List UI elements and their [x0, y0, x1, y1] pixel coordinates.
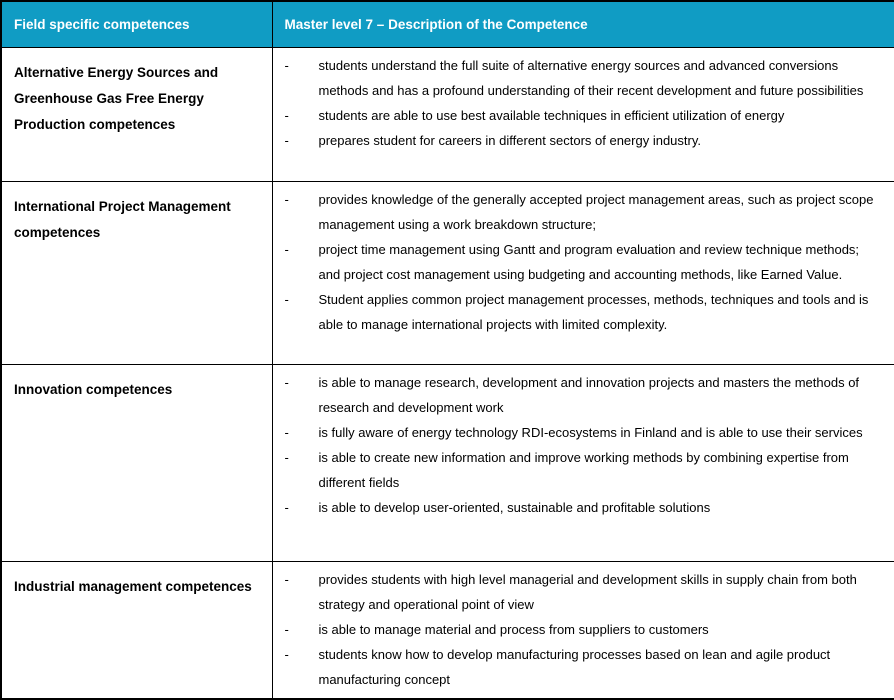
bullet-text: students understand the full suite of al…: [318, 57, 864, 98]
bullet-text: provides knowledge of the generally acce…: [318, 191, 874, 232]
bullet-dash-marker: -: [284, 424, 289, 440]
bullet-item: - is able to manage material and process …: [285, 617, 875, 642]
bullet-text: is able to manage research, development …: [318, 374, 860, 415]
competence-name-cell: Innovation competences: [0, 363, 273, 562]
competence-name: International Project Management compete…: [14, 198, 231, 240]
bullet-text: provides students with high level manage…: [318, 571, 857, 612]
competence-description-cell: - is able to manage research, development…: [271, 363, 894, 562]
table-header-row: Field specific competences Master level …: [0, 0, 894, 48]
bullet-text: students are able to use best available …: [318, 107, 785, 123]
competence-name: Industrial management competences: [14, 578, 252, 594]
bullet-dash-marker: -: [284, 191, 289, 207]
bullet-item: - Student applies common project manageme…: [285, 287, 875, 337]
bullet-item: - is fully aware of energy technology RDI…: [285, 420, 875, 445]
bullet-item: - provides students with high level manag…: [285, 567, 875, 617]
bullet-text: is able to manage material and process f…: [318, 621, 709, 637]
bullet-dash-marker: -: [284, 571, 289, 587]
competence-name-cell: International Project Management compete…: [0, 180, 273, 365]
bullet-item: - provides knowledge of the generally acc…: [285, 187, 875, 237]
bullet-text: is able to develop user-oriented, sustai…: [318, 499, 711, 515]
bullet-dash-marker: -: [284, 107, 289, 123]
table-row: Alternative Energy Sources and Greenhous…: [0, 46, 894, 182]
bullet-dash-marker: -: [284, 449, 289, 465]
bullet-dash-marker: -: [284, 132, 289, 148]
bullet-dash-marker: -: [284, 241, 289, 257]
bullet-item: - is able to develop user-oriented, susta…: [285, 495, 875, 520]
table-row: Innovation competences - is able to manage…: [0, 363, 894, 562]
competence-name-cell: Alternative Energy Sources and Greenhous…: [0, 46, 273, 182]
bullet-item: - is able to create new information and i…: [285, 445, 875, 495]
bullet-dash-marker: -: [284, 57, 289, 73]
competence-description-cell: - provides students with high level manag…: [271, 560, 894, 700]
bullet-item: - students know how to develop manufactur…: [285, 642, 875, 692]
bullet-dash-marker: -: [284, 646, 289, 662]
table-row: Industrial management competences - provid…: [0, 560, 894, 700]
bullet-item: - students are able to use best available…: [285, 103, 875, 128]
bullet-text: students know how to develop manufacturi…: [318, 646, 831, 687]
bullet-item: - project time management using Gantt and…: [285, 237, 875, 287]
bullet-item: - prepares student for careers in differe…: [285, 128, 875, 153]
table-row: International Project Management compete…: [0, 180, 894, 365]
column-header-field-competences: Field specific competences: [0, 0, 273, 48]
competence-name: Innovation competences: [14, 381, 173, 397]
column-header-master-level-description: Master level 7 – Description of the Comp…: [271, 0, 894, 48]
bullet-dash-marker: -: [284, 621, 289, 637]
bullet-dash-marker: -: [284, 374, 289, 390]
bullet-text: is fully aware of energy technology RDI-…: [318, 424, 863, 440]
competence-name-cell: Industrial management competences: [0, 560, 273, 700]
bullet-item: - students understand the full suite of a…: [285, 53, 875, 103]
competence-description-cell: - provides knowledge of the generally acc…: [271, 180, 894, 365]
bullet-text: prepares student for careers in differen…: [318, 132, 702, 148]
bullet-text: is able to create new information and im…: [318, 449, 849, 490]
bullet-dash-marker: -: [284, 291, 289, 307]
bullet-text: project time management using Gantt and …: [318, 241, 860, 282]
competence-name: Alternative Energy Sources and Greenhous…: [14, 64, 219, 132]
bullet-item: - is able to manage research, development…: [285, 370, 875, 420]
bullet-dash-marker: -: [284, 499, 289, 515]
bullet-text: Student applies common project managemen…: [318, 291, 869, 332]
competence-description-cell: - students understand the full suite of a…: [271, 46, 894, 182]
